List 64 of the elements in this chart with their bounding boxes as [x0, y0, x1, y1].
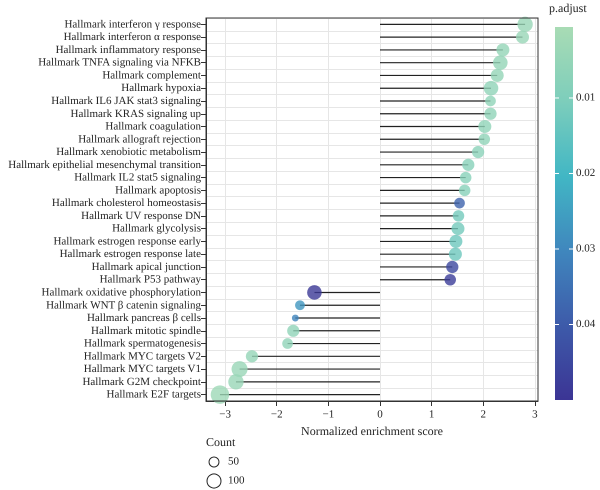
point [452, 210, 464, 222]
y-tick-label: Hallmark interferon γ response [64, 18, 202, 30]
y-tick-label: Hallmark estrogen response early [53, 235, 202, 248]
point [451, 222, 464, 236]
color-bar-label: 0.01 [576, 91, 596, 104]
y-tick-label: Hallmark cholesterol homeostasis [52, 197, 201, 210]
y-tick-label: Hallmark IL2 stat5 signaling [74, 172, 202, 184]
color-bar-title: p.adjust [549, 1, 588, 15]
point [458, 184, 470, 196]
color-bar-label: 0.03 [576, 242, 596, 254]
point [472, 146, 484, 158]
x-tick-label: 3 [532, 408, 538, 420]
y-tick-label: Hallmark interferon α response [64, 31, 202, 44]
x-tick-label: 2 [480, 408, 486, 420]
point [516, 30, 530, 44]
x-tick-label: 1 [428, 408, 434, 420]
point [462, 158, 474, 171]
x-axis-title: Normalized enrichment score [301, 424, 443, 438]
y-tick-label: Hallmark P53 pathway [100, 274, 202, 286]
y-tick-label: Hallmark xenobiotic metabolism [56, 146, 202, 158]
y-tick-label: Hallmark WNT β catenin signaling [46, 299, 202, 312]
point [490, 68, 504, 82]
y-tick-label: Hallmark complement [102, 69, 201, 82]
point [446, 260, 458, 274]
x-tick-label: −3 [219, 408, 232, 420]
y-tick-label: Hallmark MYC targets V1 [84, 363, 201, 376]
y-tick-label: Hallmark oxidative phosphorylation [42, 286, 202, 298]
y-tick-label: Hallmark spermatogenesis [84, 338, 201, 350]
x-tick-label: −1 [322, 408, 334, 420]
point [448, 248, 462, 261]
y-tick-label: Hallmark E2F targets [106, 388, 201, 401]
y-tick-label: Hallmark IL6 JAK stat3 signaling [51, 94, 202, 107]
legend-label: 100 [228, 474, 245, 486]
y-tick-label: Hallmark glycolysis [112, 222, 201, 235]
y-tick-label: Hallmark allograft rejection [78, 133, 202, 146]
point [449, 234, 462, 248]
y-tick-label: Hallmark pancreas β cells [86, 312, 201, 324]
x-tick-label: 0 [377, 408, 384, 420]
legend-label: 50 [228, 456, 240, 468]
y-tick-label: Hallmark apoptosis [115, 184, 201, 196]
point [460, 172, 472, 184]
point [478, 120, 492, 134]
point [287, 324, 300, 337]
point [246, 350, 258, 362]
y-tick-label: Hallmark MYC targets V2 [84, 350, 201, 362]
y-tick-label: Hallmark epithelial mesenchymal transition [8, 158, 202, 171]
x-tick-label: −2 [270, 408, 283, 420]
color-bar-label: 0.04 [576, 318, 596, 330]
y-tick-label: Hallmark hypoxia [121, 82, 202, 94]
point [496, 43, 510, 56]
y-tick-label: Hallmark inflammatory response [56, 44, 202, 56]
point [478, 134, 490, 146]
y-tick-label: Hallmark KRAS signaling up [70, 108, 202, 120]
color-bar-label: 0.02 [576, 166, 596, 179]
legend-title: Count [206, 435, 236, 449]
point [444, 274, 456, 286]
y-tick-label: Hallmark coagulation [105, 120, 202, 133]
point [484, 108, 497, 120]
y-tick-label: Hallmark mitotic spindle [91, 324, 202, 337]
y-tick-label: Hallmark apical junction [92, 260, 202, 273]
y-tick-label: Hallmark TNFA signaling via NFKB [38, 56, 201, 69]
y-tick-label: Hallmark UV response DN [81, 210, 202, 222]
y-tick-label: Hallmark G2M checkpoint [82, 376, 201, 388]
y-tick-label: Hallmark estrogen response late [60, 248, 202, 260]
